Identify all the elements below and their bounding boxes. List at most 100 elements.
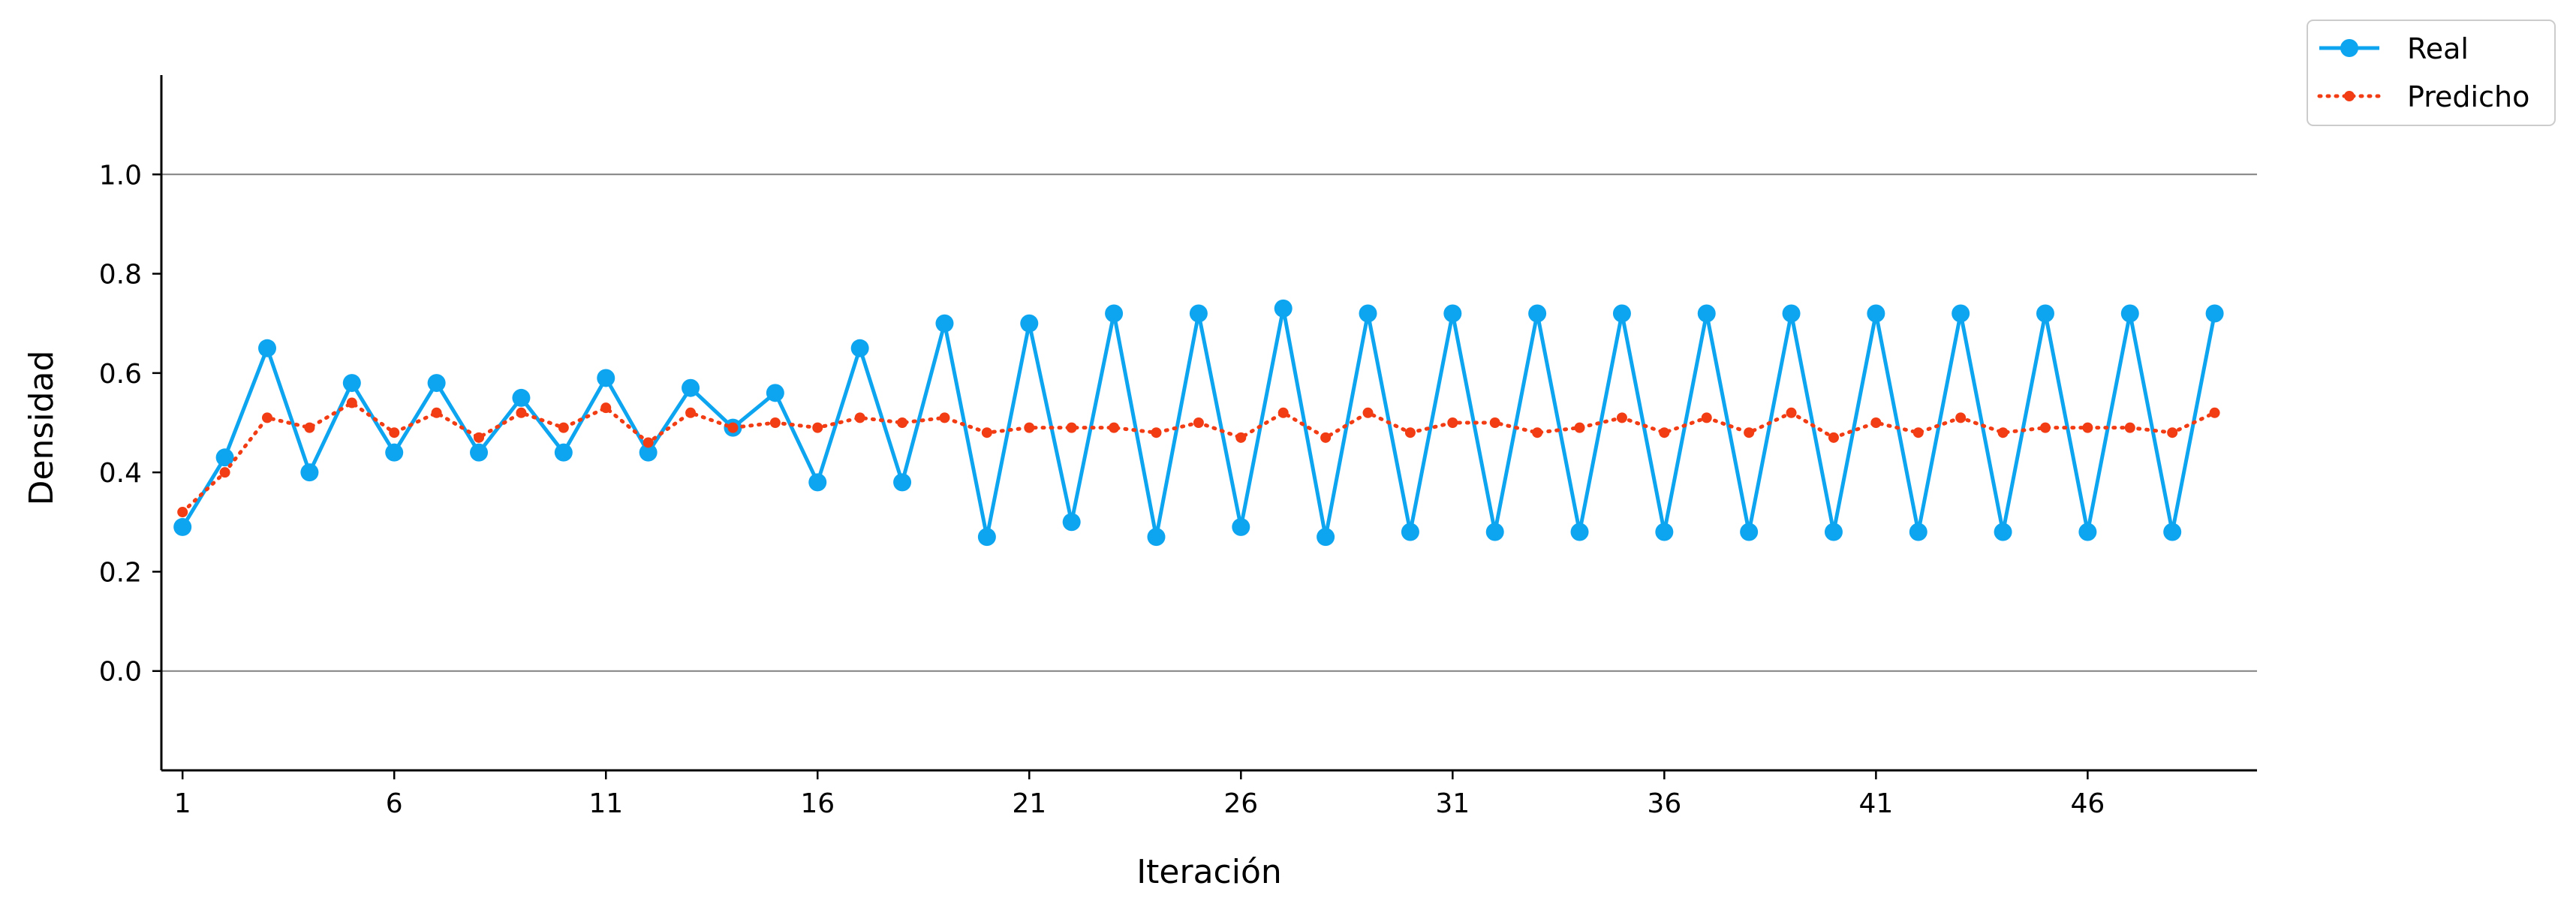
series-point-real: [173, 517, 192, 536]
y-tick-label: 0.4: [99, 458, 142, 489]
series-point-real: [1443, 304, 1462, 323]
y-axis-label: Densidad: [23, 351, 61, 506]
series-point-predicho: [219, 467, 230, 478]
series-point-predicho: [812, 422, 823, 433]
series-point-real: [1782, 304, 1801, 323]
series-point-real: [1274, 299, 1293, 318]
series-point-predicho: [2167, 427, 2178, 438]
series-point-predicho: [2209, 407, 2220, 418]
series-point-real: [1189, 304, 1208, 323]
x-tick-label: 31: [1435, 788, 1470, 819]
series-point-real: [850, 339, 869, 357]
series-point-predicho: [1320, 432, 1332, 443]
series-point-predicho: [346, 397, 357, 408]
series-point-real: [1528, 304, 1547, 323]
series-point-real: [639, 443, 658, 462]
y-tick-label: 0.6: [99, 359, 142, 390]
series-point-real: [1824, 523, 1843, 541]
series-point-predicho: [1744, 427, 1755, 438]
series-point-predicho: [389, 427, 400, 438]
series-point-predicho: [1912, 427, 1924, 438]
series-point-real: [1317, 528, 1335, 547]
series-point-predicho: [1701, 412, 1712, 423]
legend-real-label: Real: [2407, 32, 2469, 65]
series-point-predicho: [1193, 417, 1204, 428]
legend-predicho-label: Predicho: [2407, 80, 2529, 113]
series-point-predicho: [854, 412, 865, 423]
series-point-real: [977, 528, 996, 547]
series-point-predicho: [1447, 417, 1458, 428]
series-point-real: [1909, 523, 1927, 541]
series-point-real: [1062, 513, 1081, 532]
legend: Real Predicho: [2307, 20, 2556, 126]
y-tick-label: 1.0: [99, 160, 142, 191]
series-point-real: [1485, 523, 1504, 541]
series-group: [173, 299, 2224, 547]
series-point-predicho: [1997, 427, 2009, 438]
series-point-predicho: [939, 412, 950, 423]
series-point-real: [1147, 528, 1166, 547]
x-tick-label: 36: [1647, 788, 1681, 819]
series-point-predicho: [2082, 422, 2093, 433]
series-point-predicho: [1235, 432, 1247, 443]
x-tick-label: 11: [588, 788, 623, 819]
x-ticks: 1 6 11 16 21 26 31 36 41 46: [174, 770, 2105, 819]
series-point-real: [1105, 304, 1124, 323]
series-point-predicho: [474, 432, 485, 443]
series-point-real: [342, 374, 361, 393]
series-point-predicho: [2124, 422, 2135, 433]
reference-lines: [161, 173, 2257, 672]
series-point-predicho: [1404, 427, 1416, 438]
y-ticks: 0.0 0.2 0.4 0.6 0.8 1.0: [99, 160, 161, 688]
series-point-real: [385, 443, 404, 462]
series-point-predicho: [642, 437, 654, 448]
series-point-predicho: [262, 412, 273, 423]
series-point-predicho: [177, 507, 188, 518]
series-point-real: [1740, 523, 1759, 541]
series-point-predicho: [1532, 427, 1543, 438]
series-point-predicho: [981, 427, 992, 438]
series-point-real: [1570, 523, 1589, 541]
x-tick-label: 1: [174, 788, 191, 819]
series-point-real: [1359, 304, 1377, 323]
series-point-predicho: [1066, 422, 1077, 433]
series-point-predicho: [1362, 407, 1374, 418]
series-point-predicho: [1955, 412, 1967, 423]
series-point-real: [1867, 304, 1885, 323]
series-point-real: [1612, 304, 1631, 323]
y-tick-label: 0.2: [99, 557, 142, 588]
series-point-predicho: [1489, 417, 1500, 428]
series-point-predicho: [1659, 427, 1670, 438]
y-tick-label: 0.0: [99, 657, 142, 688]
series-point-predicho: [685, 407, 697, 418]
series-point-real: [427, 374, 446, 393]
series-point-real: [1952, 304, 1970, 323]
x-tick-label: 26: [1223, 788, 1258, 819]
series-point-predicho: [1109, 422, 1120, 433]
series-point-predicho: [304, 422, 315, 433]
axes: [160, 75, 2257, 772]
series-point-real: [2205, 304, 2224, 323]
series-point-predicho: [1786, 407, 1797, 418]
series-point-real: [2163, 523, 2182, 541]
series-point-real: [935, 314, 954, 333]
series-point-predicho: [727, 422, 739, 433]
series-point-predicho: [431, 407, 442, 418]
legend-predicho-marker: [2344, 91, 2355, 101]
series-point-real: [554, 443, 573, 462]
series-point-predicho: [516, 407, 527, 418]
series-point-real: [597, 369, 615, 387]
series-point-predicho: [1616, 412, 1627, 423]
y-tick-label: 0.8: [99, 260, 142, 291]
series-point-predicho: [1828, 432, 1839, 443]
series-point-predicho: [558, 422, 569, 433]
x-tick-label: 16: [800, 788, 835, 819]
series-point-real: [1401, 523, 1419, 541]
series-point-predicho: [1870, 417, 1882, 428]
series-point-real: [766, 384, 784, 402]
x-tick-label: 46: [2070, 788, 2105, 819]
series-point-real: [2120, 304, 2139, 323]
series-point-predicho: [1024, 422, 1035, 433]
